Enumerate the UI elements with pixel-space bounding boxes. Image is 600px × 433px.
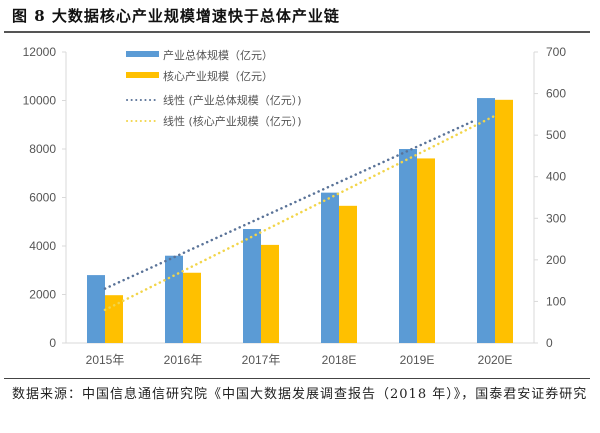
title-divider: [4, 31, 590, 33]
bar-core: [417, 158, 435, 343]
bar-core: [183, 272, 201, 343]
y-right-tick-label: 600: [546, 87, 566, 101]
bar-core: [105, 295, 123, 343]
x-tick-label: 2015年: [86, 353, 125, 367]
legend-label: 产业总体规模（亿元）: [163, 48, 273, 62]
bars: [87, 98, 513, 343]
legend-swatch-core: [126, 72, 159, 78]
bar-core: [495, 99, 513, 343]
legend-label: 线性 (核心产业规模（亿元）): [163, 114, 302, 128]
y-right-tick-label: 0: [546, 336, 553, 350]
bar-total: [243, 229, 261, 343]
axes: 0 2000 4000 6000 8000 10000 12000 0 100 200 300 400…: [23, 45, 567, 367]
x-tick-label: 2020E: [478, 353, 513, 367]
legend-label: 线性 (产业总体规模（亿元）): [163, 93, 302, 107]
legend-swatch-total: [126, 51, 159, 57]
figure-title: 图 8 大数据核心产业规模增速快于总体产业链: [12, 7, 340, 25]
source-divider: [4, 378, 590, 379]
x-tick-label: 2016年: [164, 353, 203, 367]
bar-core: [261, 244, 279, 343]
source-note: 数据来源：中国信息通信研究院《中国大数据发展调查报告（2018 年）》，国泰君安…: [12, 387, 588, 402]
bar-core: [339, 205, 357, 343]
trendline-core: [103, 114, 497, 312]
legend-label: 核心产业规模（亿元）: [163, 69, 273, 83]
y-right-tick-label: 200: [546, 253, 566, 267]
bar-total: [477, 98, 495, 343]
trendlines: [103, 114, 497, 312]
x-tick-label: 2019E: [400, 353, 435, 367]
y-right-tick-label: 300: [546, 211, 566, 225]
legend: 产业总体规模（亿元） 核心产业规模（亿元） 线性 (产业总体规模（亿元）) 线性 (核…: [126, 48, 302, 128]
bar-total: [321, 192, 339, 343]
y-left-tick-label: 4000: [29, 239, 56, 253]
y-left-tick-label: 2000: [29, 288, 56, 302]
y-left-tick-label: 0: [49, 336, 56, 350]
y-right-tick-label: 500: [546, 128, 566, 142]
x-tick-label: 2017年: [242, 353, 281, 367]
y-left-tick-label: 6000: [29, 191, 56, 205]
x-tick-label: 2018E: [322, 353, 357, 367]
y-right-tick-label: 400: [546, 170, 566, 184]
y-left-tick-label: 12000: [23, 45, 57, 59]
y-left-tick-label: 8000: [29, 142, 56, 156]
y-left-tick-label: 10000: [23, 94, 57, 108]
chart: 0 2000 4000 6000 8000 10000 12000 0 100 200 300 400…: [23, 45, 567, 367]
trendline-total: [103, 119, 477, 290]
bar-total: [165, 255, 183, 343]
y-right-tick-label: 100: [546, 294, 566, 308]
bar-total: [87, 275, 105, 343]
bar-total: [399, 149, 417, 343]
y-right-tick-label: 700: [546, 45, 566, 59]
